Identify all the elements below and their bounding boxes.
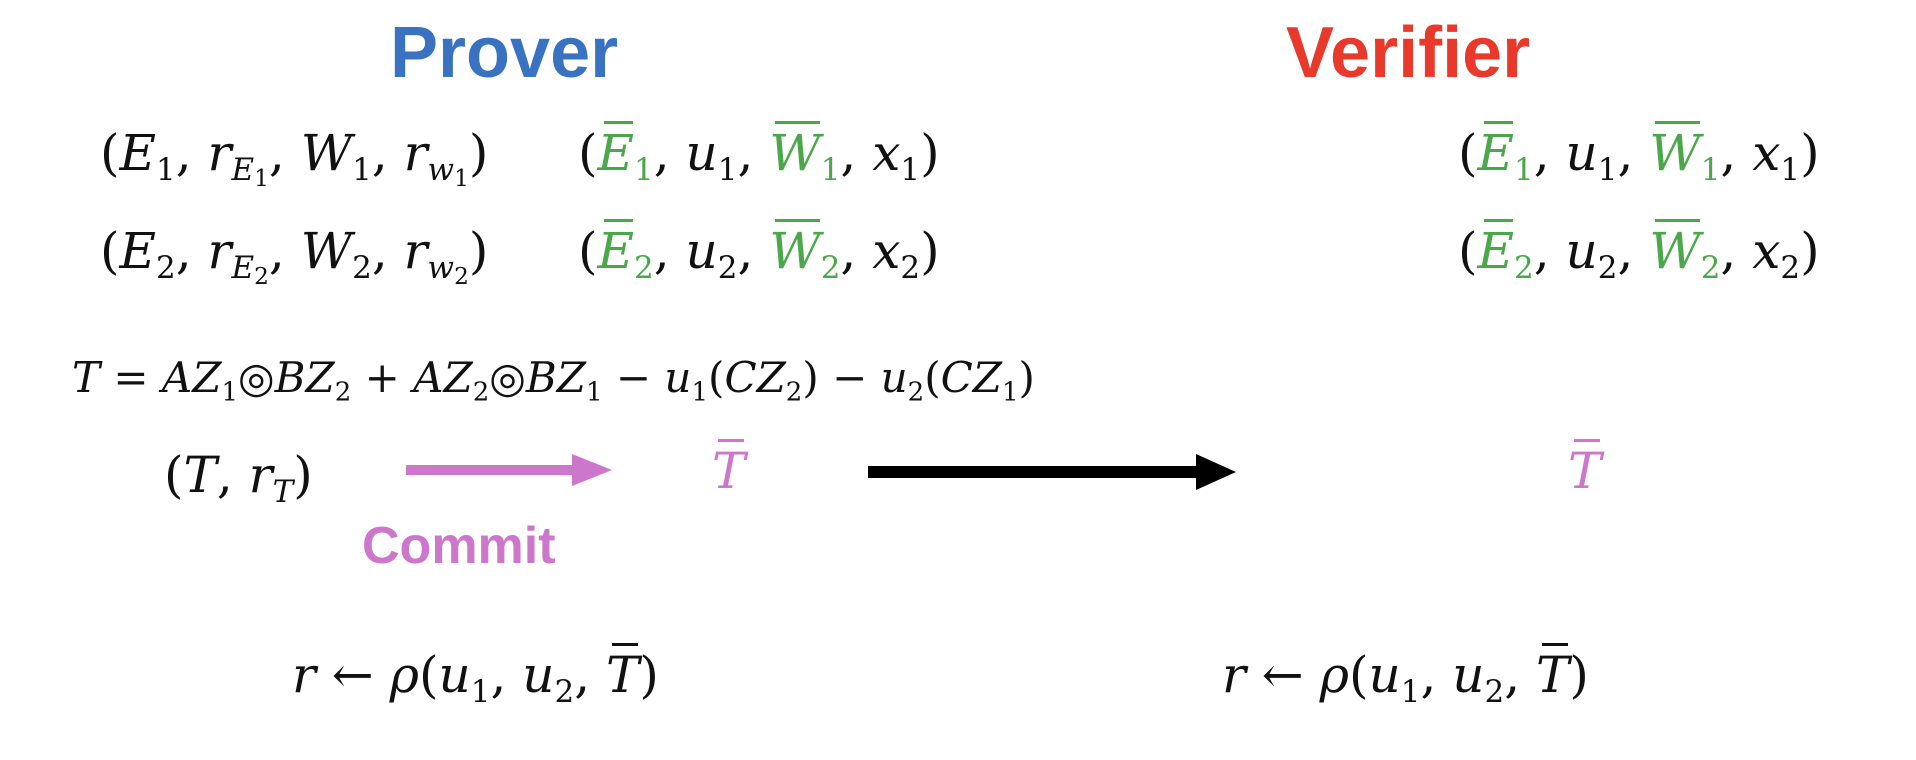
prover-instance-2: (E2, u2, W2, x2): [578, 216, 940, 286]
prover-heading: Prover: [390, 13, 619, 93]
prover-challenge: r ← ρ(u1, u2, T): [292, 640, 659, 710]
prover-instance-1: (E1, u1, W1, x1): [578, 118, 940, 188]
commit-arrow: [406, 454, 612, 486]
prover-witness-2: (E2, rE2, W2, rw2): [100, 222, 489, 290]
committed-cross-term-verifier: T: [1568, 436, 1601, 506]
verifier-instance-2: (E2, u2, W2, x2): [1458, 216, 1820, 286]
verifier-challenge: r ← ρ(u1, u2, T): [1222, 640, 1589, 710]
send-arrow: [868, 454, 1236, 490]
committed-cross-term-prover: T: [712, 436, 745, 506]
cross-term-witness: (T, rT): [164, 446, 313, 510]
verifier-instance-1: (E1, u1, W1, x1): [1458, 118, 1820, 188]
verifier-heading: Verifier: [1286, 13, 1531, 93]
commit-label: Commit: [362, 517, 556, 575]
cross-term-equation: T = AZ1◎BZ2 + AZ2◎BZ1 − u1(CZ2) − u2(CZ1…: [72, 353, 1035, 408]
prover-witness-1: (E1, rE1, W1, rw1): [100, 124, 489, 192]
